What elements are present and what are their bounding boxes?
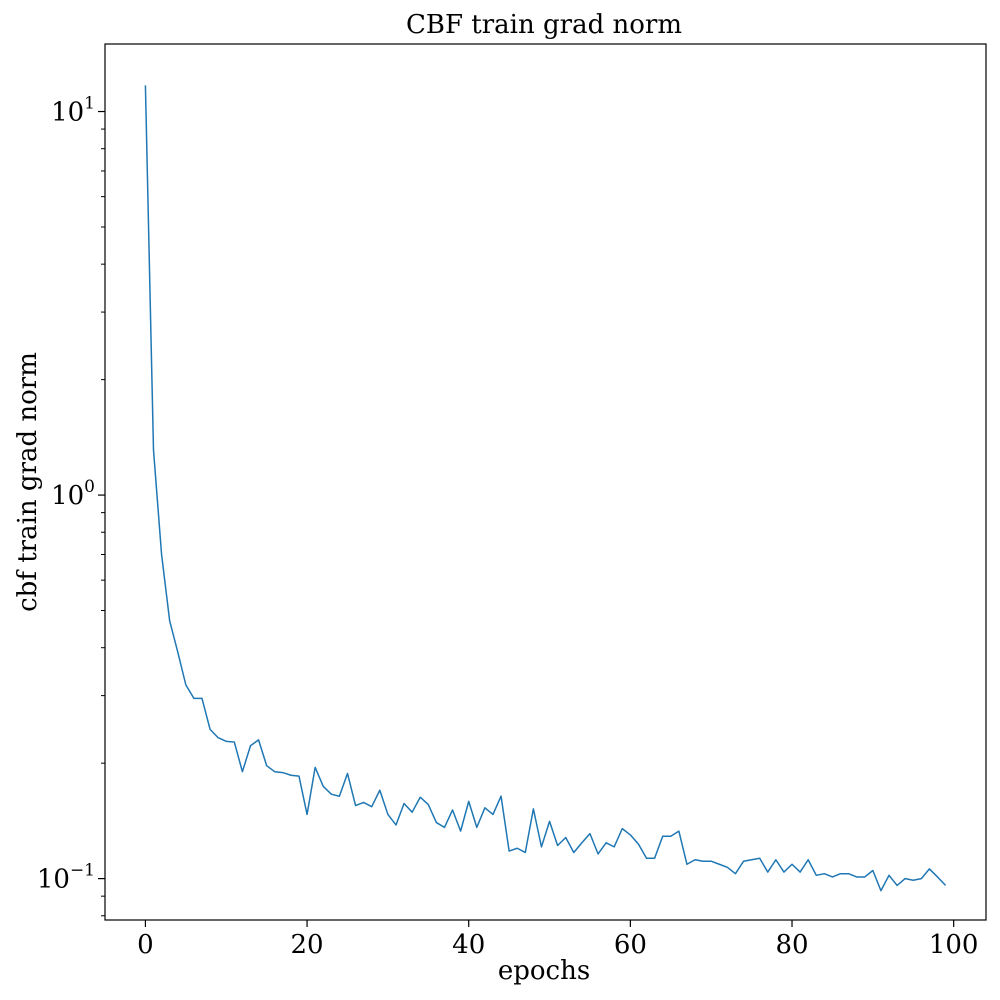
y-tick-base: 10 <box>51 481 84 511</box>
plot-series <box>144 85 947 892</box>
chart-title: CBF train grad norm <box>406 10 682 40</box>
plot-frame <box>104 43 987 921</box>
x-tick-label: 20 <box>291 930 324 960</box>
y-tick-exponent: −1 <box>70 861 95 881</box>
y-tick-base: 10 <box>51 98 84 128</box>
y-tick-base: 10 <box>37 865 70 895</box>
x-tick-label: 40 <box>452 930 485 960</box>
y-tick-label: 10−1 <box>37 861 95 895</box>
x-tick-label: 100 <box>929 930 979 960</box>
x-tick-label: 0 <box>137 930 154 960</box>
x-axis-label: epochs <box>498 956 590 986</box>
y-tick-exponent: 0 <box>84 477 95 497</box>
y-tick-label: 101 <box>51 94 95 128</box>
x-axis: 0 20 40 60 80 100 <box>137 920 978 960</box>
y-axis-label: cbf train grad norm <box>13 352 43 612</box>
x-tick-label: 60 <box>614 930 647 960</box>
x-tick-label: 80 <box>775 930 808 960</box>
series-line <box>144 85 947 892</box>
y-tick-exponent: 1 <box>84 94 95 114</box>
y-tick-label: 100 <box>51 477 95 511</box>
